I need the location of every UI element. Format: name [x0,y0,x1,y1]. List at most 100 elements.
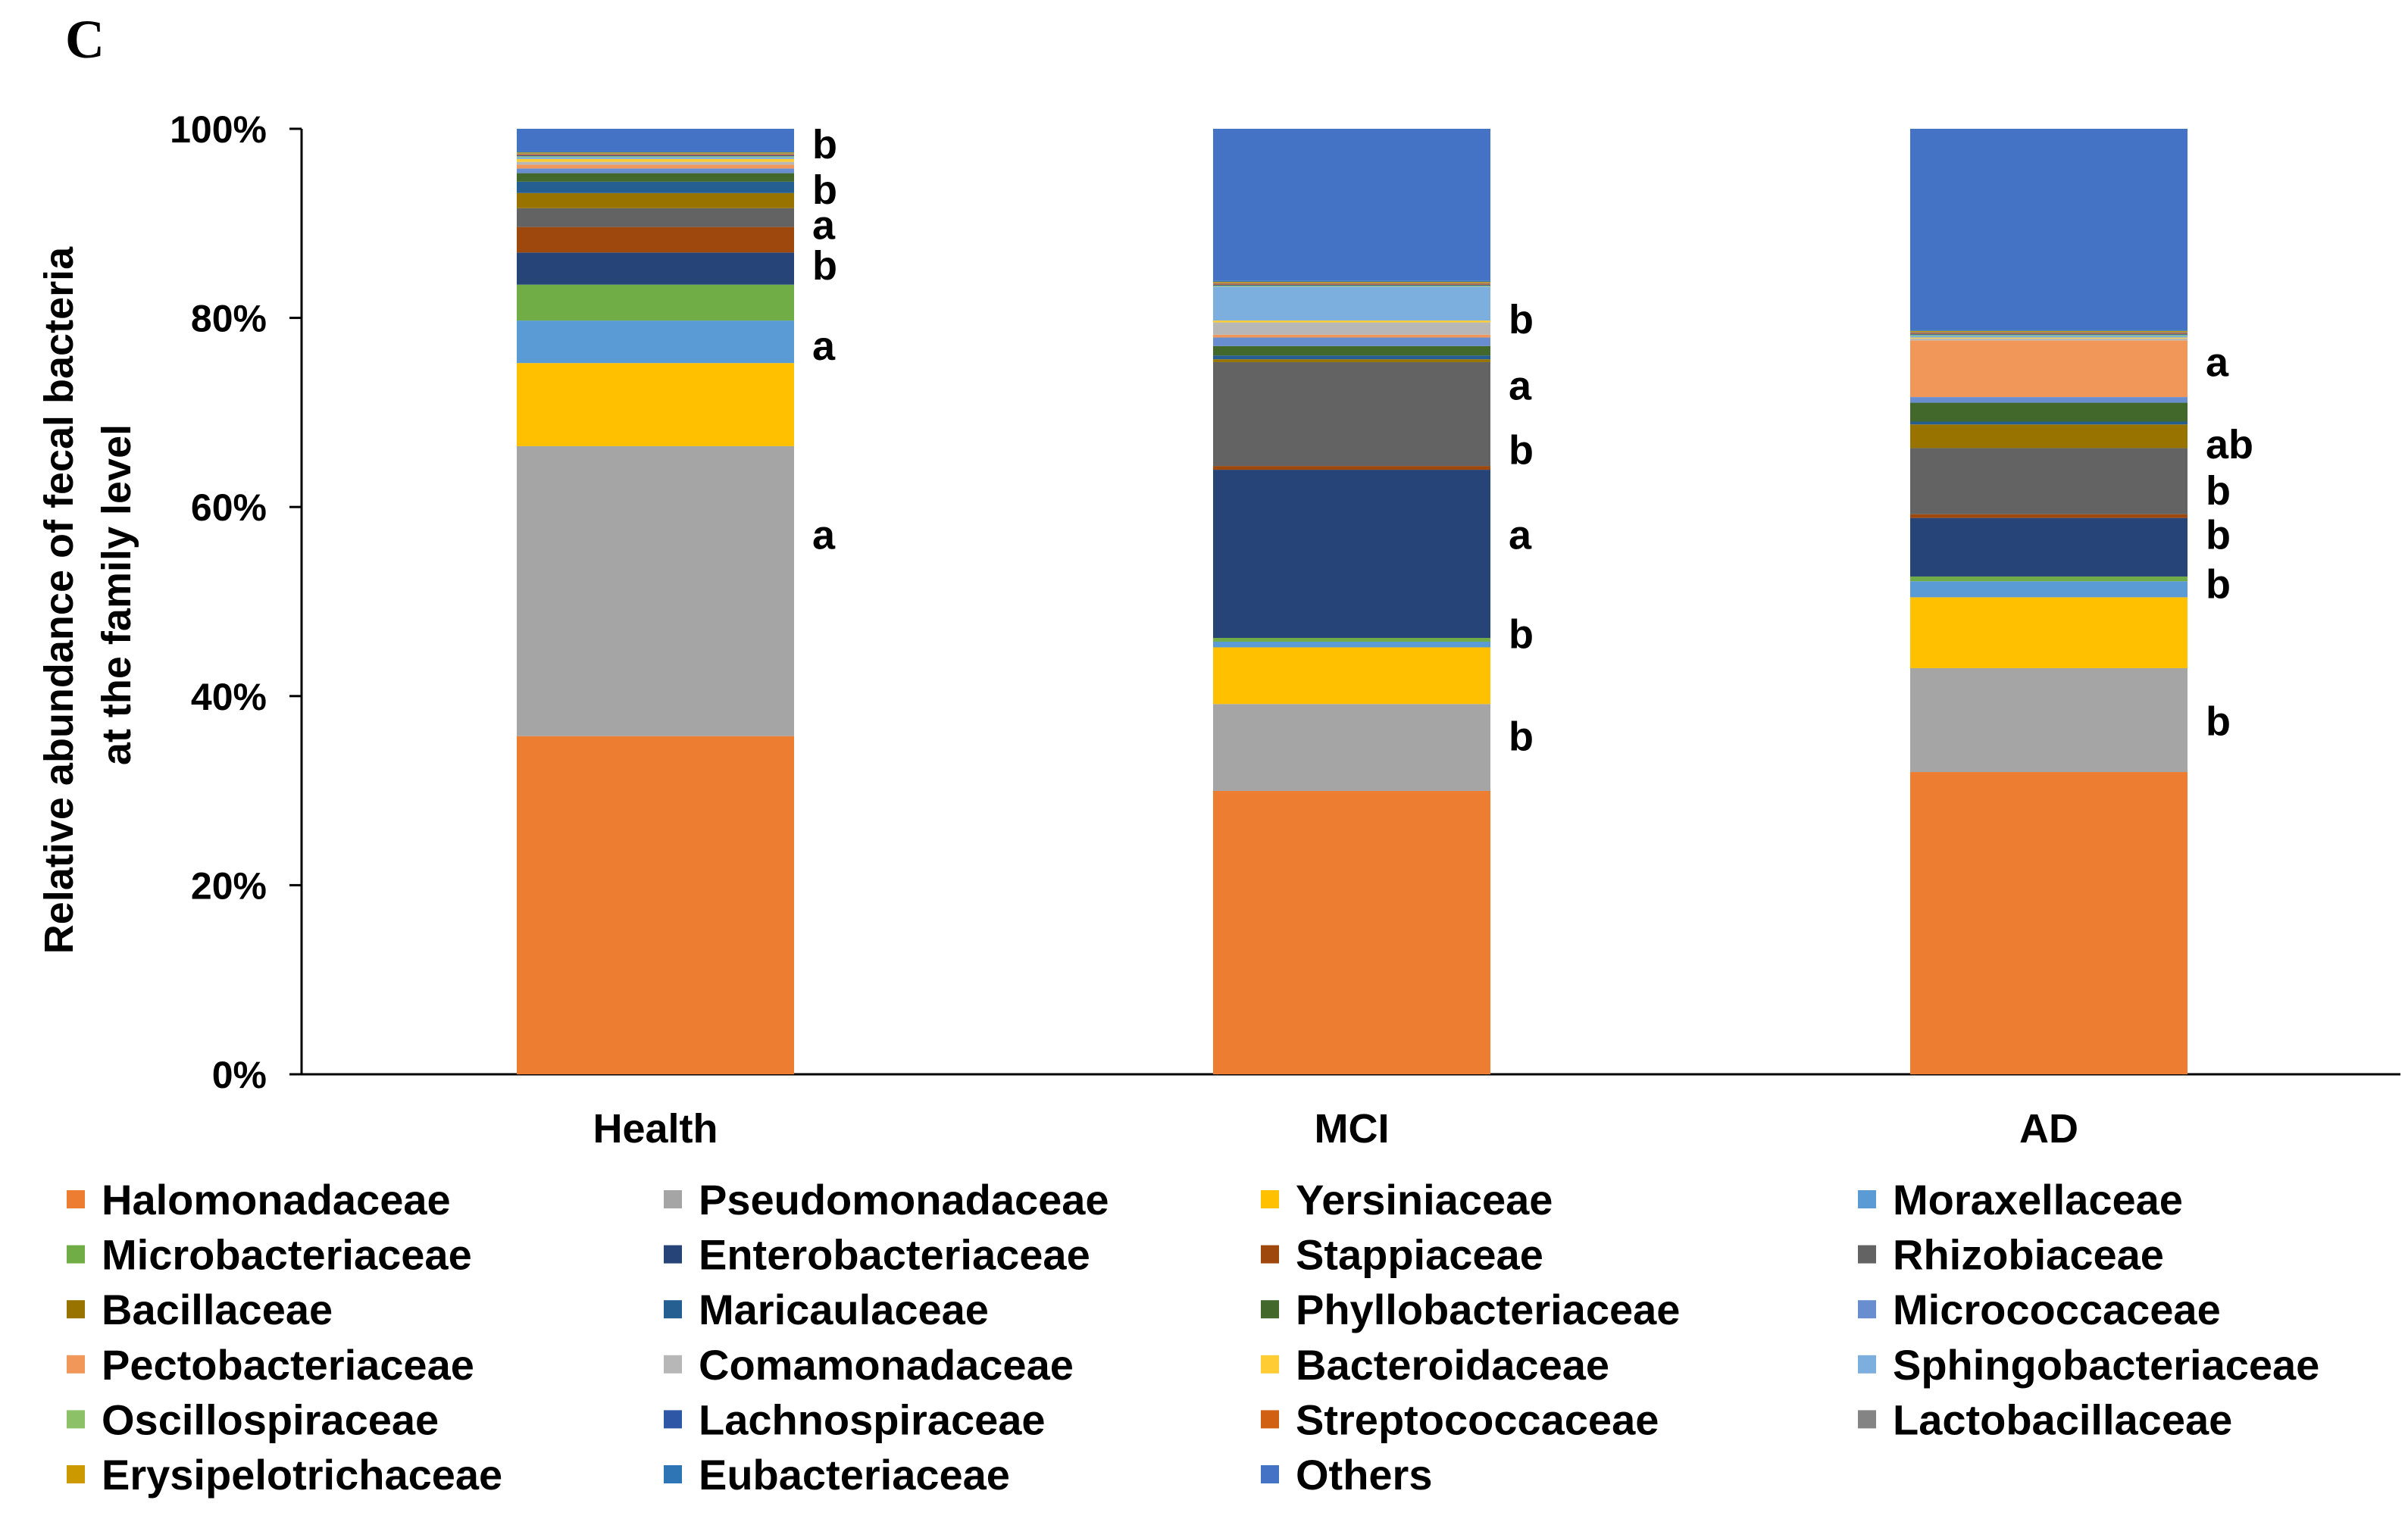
bar-segment-mci-stappiaceae [1213,466,1490,470]
legend-swatch-pectobacteriaceae [67,1355,85,1374]
legend-label-bacillaceae: Bacillaceae [102,1286,333,1333]
bar-segment-mci-bacillaceae [1213,359,1490,362]
bar-segment-health-micrococcaceae [517,168,794,173]
legend-label-comamonadaceae: Comamonadaceae [699,1341,1074,1389]
legend-label-erysipelotrichaceae: Erysipelotrichaceae [102,1451,502,1499]
bar-segment-ad-moraxellaceae [1910,581,2188,598]
legend-swatch-lachnospiraceae [664,1410,682,1429]
legend-swatch-bacteroidaceae [1261,1355,1279,1374]
bar-segment-ad-comamonadaceae [1910,338,2188,341]
bar-segment-health-enterobacteriaceae [517,252,794,285]
legend-swatch-enterobacteriaceae [664,1245,682,1264]
legend-label-micrococcaceae: Micrococcaceae [1893,1286,2221,1333]
significance-label-mci: b [1509,714,1534,759]
significance-label-ad: b [2206,468,2231,514]
bar-segment-health-stappiaceae [517,227,794,253]
legend: Halomonadaceae Pseudomonadaceae Yersiniace… [67,1176,2319,1499]
y-tick-label: 60% [191,486,267,529]
bar-segment-health-microbacteriaceae [517,284,794,321]
legend-swatch-stappiaceae [1261,1245,1279,1264]
legend-swatch-phyllobacteriaceae [1261,1300,1279,1319]
bar-segment-ad-lactobacillaceae [1910,332,2188,333]
bar-segment-mci-maricaulaceae [1213,355,1490,360]
bar-segment-mci-eubacteriaceae [1213,280,1490,282]
significance-label-mci: b [1509,427,1534,473]
bar-segment-health-yersiniaceae [517,363,794,446]
bar-segment-mci-pectobacteriaceae [1213,334,1490,338]
bar-segment-ad-microbacteriaceae [1910,576,2188,582]
bar-segment-health-moraxellaceae [517,320,794,364]
bar-segment-health-halomonadaceae [517,736,794,1074]
legend-label-yersiniaceae: Yersiniaceae [1296,1176,1553,1224]
bar-segment-ad-bacillaceae [1910,424,2188,449]
legend-swatch-halomonadaceae [67,1190,85,1208]
legend-swatch-eubacteriaceae [664,1465,682,1483]
bar-segment-ad-enterobacteriaceae [1910,517,2188,577]
axes: 0% 20% 40% 60% 80% 100% Health MCI AD [170,108,2400,1152]
legend-label-lactobacillaceae: Lactobacillaceae [1893,1396,2232,1443]
legend-swatch-lactobacillaceae [1858,1410,1876,1429]
bar-segment-ad-pectobacteriaceae [1910,340,2188,398]
significance-label-ad: b [2206,699,2231,744]
bar-segment-ad-lachnospiraceae [1910,333,2188,335]
x-tick-label-ad: AD [2019,1106,2078,1152]
legend-swatch-erysipelotrichaceae [67,1465,85,1483]
bar-segment-mci-lachnospiraceae [1213,284,1490,286]
bar-segment-ad-maricaulaceae [1910,421,2188,425]
bar-segment-mci-others [1213,129,1490,281]
bar-segment-mci-microbacteriaceae [1213,638,1490,642]
bar-segment-ad-pseudomonadaceae [1910,667,2188,773]
y-tick-label: 40% [191,676,267,718]
bar-segment-ad-phyllobacteriaceae [1910,402,2188,422]
legend-label-oscillospiraceae: Oscillospiraceae [102,1396,439,1443]
significance-label-ad: ab [2206,422,2253,467]
panel-label: C [65,9,105,70]
legend-label-pseudomonadaceae: Pseudomonadaceae [699,1176,1109,1224]
bar-segment-health-oscillospiraceae [517,156,794,158]
legend-label-bacteroidaceae: Bacteroidaceae [1296,1341,1609,1389]
significance-label-mci: a [1509,363,1532,408]
bar-segment-ad-sphingobacteriaceae [1910,336,2188,338]
legend-swatch-bacillaceae [67,1300,85,1319]
bar-segment-mci-moraxellaceae [1213,641,1490,648]
bar-segment-ad-stappiaceae [1910,514,2188,518]
x-tick-label-mci: MCI [1315,1106,1390,1152]
significance-label-health: b [812,167,837,213]
legend-label-enterobacteriaceae: Enterobacteriaceae [699,1231,1090,1279]
significance-label-mci: b [1509,612,1534,658]
bar-segment-ad-oscillospiraceae [1910,334,2188,336]
legend-swatch-sphingobacteriaceae [1858,1355,1876,1374]
significance-label-mci: a [1509,513,1532,558]
bar-segment-health-rhizobiaceae [517,208,794,227]
significance-label-ad: a [2206,339,2229,385]
bar-segment-mci-streptococcaceae [1213,283,1490,285]
bar-segment-mci-yersiniaceae [1213,647,1490,705]
legend-label-stappiaceae: Stappiaceae [1296,1231,1543,1279]
y-tick-label: 100% [170,108,267,151]
legend-swatch-others [1261,1465,1279,1483]
bar-segment-health-lachnospiraceae [517,155,794,157]
legend-label-streptococcaceae: Streptococcaceae [1296,1396,1659,1443]
bar-segment-health-pectobacteriaceae [517,164,794,169]
legend-label-microbacteriaceae: Microbacteriaceae [102,1231,472,1279]
bar-segment-health-maricaulaceae [517,181,794,193]
legend-swatch-pseudomonadaceae [664,1190,682,1208]
bar-segment-health-comamonadaceae [517,161,794,165]
legend-label-moraxellaceae: Moraxellaceae [1893,1176,2183,1224]
significance-label-health: a [812,513,836,558]
bar-segment-mci-rhizobiaceae [1213,361,1490,467]
bar-segment-mci-sphingobacteriaceae [1213,286,1490,321]
legend-label-maricaulaceae: Maricaulaceae [699,1286,989,1333]
bar-segment-mci-enterobacteriaceae [1213,470,1490,638]
legend-label-halomonadaceae: Halomonadaceae [102,1176,451,1224]
bars [517,129,2188,1074]
significance-label-health: b [812,122,837,167]
legend-swatch-moraxellaceae [1858,1190,1876,1208]
legend-swatch-rhizobiaceae [1858,1245,1876,1264]
bar-segment-mci-phyllobacteriaceae [1213,345,1490,356]
bar-segment-health-pseudomonadaceae [517,445,794,736]
bar-segment-mci-micrococcaceae [1213,337,1490,346]
legend-label-lachnospiraceae: Lachnospiraceae [699,1396,1046,1443]
